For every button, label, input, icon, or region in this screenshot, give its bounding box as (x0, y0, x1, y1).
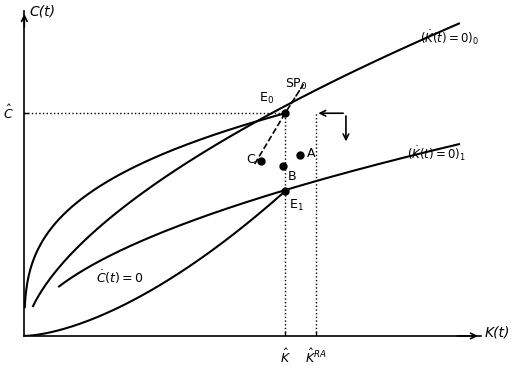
Text: C(t): C(t) (29, 4, 56, 18)
Text: $(\dot{K}(t)=0)_0$: $(\dot{K}(t)=0)_0$ (420, 28, 479, 47)
Text: K(t): K(t) (485, 326, 510, 340)
Text: $\hat{K}^{RA}$: $\hat{K}^{RA}$ (305, 348, 326, 366)
Text: A: A (307, 147, 315, 160)
Text: E$_0$: E$_0$ (259, 90, 274, 106)
Text: B: B (288, 169, 297, 183)
Text: $\dot{C}(t)=0$: $\dot{C}(t)=0$ (96, 268, 144, 286)
Text: SP$_0$: SP$_0$ (285, 76, 307, 92)
Text: $\hat{C}$: $\hat{C}$ (3, 104, 13, 122)
Text: C: C (246, 153, 254, 166)
Text: $(\dot{K}(t)=0)_1$: $(\dot{K}(t)=0)_1$ (407, 144, 466, 163)
Text: $\hat{K}$: $\hat{K}$ (280, 348, 290, 366)
Text: E$_1$: E$_1$ (289, 198, 304, 213)
